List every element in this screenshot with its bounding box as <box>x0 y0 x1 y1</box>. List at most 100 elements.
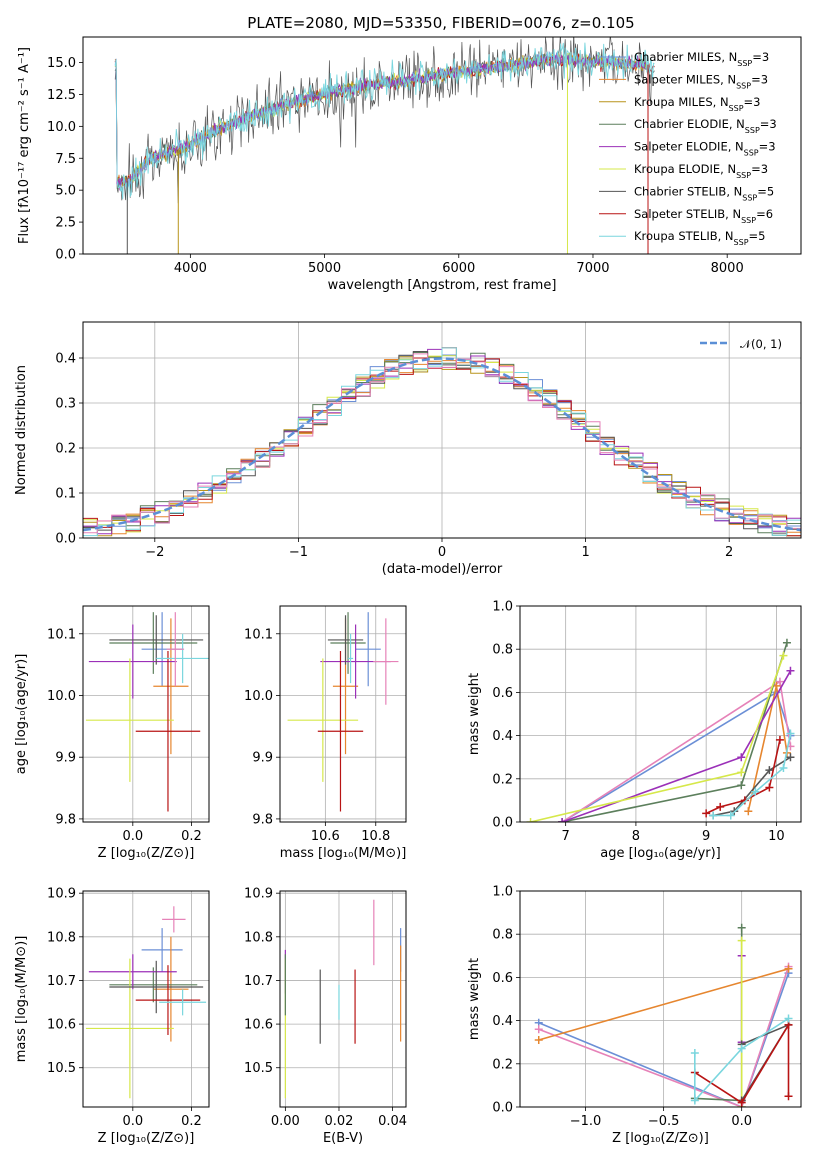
x-tick-label: 10.8 <box>361 829 390 844</box>
y-tick-label: 2.5 <box>55 216 76 231</box>
y-tick-label: 0.2 <box>492 1057 513 1072</box>
y-tick-label: 10.0 <box>47 120 76 135</box>
plus-marker <box>534 1025 543 1034</box>
residual-legend: 𝒩(0, 1) <box>700 337 782 351</box>
axes-frame <box>82 890 210 1108</box>
x-axis-label: wavelength [Angstrom, rest frame] <box>328 278 557 293</box>
x-tick-label: 8000 <box>711 261 744 276</box>
y-tick-label: 9.8 <box>55 812 76 827</box>
legend-label: Kroupa STELIB, NSSP=5 <box>634 229 765 247</box>
plus-marker <box>751 787 760 796</box>
errorbar-point <box>135 651 201 812</box>
y-tick-label: 10.9 <box>47 887 76 902</box>
axes-mass_weight_vs_age: 7 8 9 10 0.0 0.2 0.4 0.6 0.8 1.0 age [log₁₀(age/yr… <box>467 600 802 861</box>
plus-marker <box>784 1092 793 1101</box>
y-tick-label: 1.0 <box>492 885 513 900</box>
plus-marker <box>784 1014 793 1023</box>
axes-frame <box>279 890 407 1108</box>
plus-marker <box>782 638 791 647</box>
errorbar-point <box>88 954 177 990</box>
y-tick-label: 0.4 <box>55 352 76 367</box>
y-tick-label: 0.0 <box>492 1101 513 1116</box>
x-tick-label: 0.04 <box>378 1114 407 1129</box>
y-tick-label: 10.5 <box>244 1061 273 1076</box>
legend-label: Salpeter STELIB, NSSP=6 <box>634 207 773 225</box>
x-tick-label: −2 <box>145 545 164 560</box>
y-axis-label: Flux [fλ10⁻¹⁷ erg cm⁻² s⁻¹ A⁻¹] <box>17 47 32 244</box>
plus-marker <box>737 768 746 777</box>
errorbar-point <box>355 612 381 687</box>
plus-marker <box>526 818 535 822</box>
plus-marker <box>786 666 795 675</box>
y-tick-label: 0.8 <box>492 928 513 943</box>
plus-marker <box>784 964 793 973</box>
x-tick-label: 8 <box>632 829 640 844</box>
y-tick-label: 0.2 <box>492 772 513 787</box>
y-axis-label: mass weight <box>467 958 482 1040</box>
errorbar-point <box>141 928 183 972</box>
x-tick-label: 9 <box>702 829 710 844</box>
errorbar-point <box>153 936 189 1042</box>
plus-marker <box>737 753 746 762</box>
y-tick-label: 10.8 <box>244 930 273 945</box>
errorbar-point <box>287 658 359 782</box>
errorbar-point <box>88 624 177 699</box>
legend-label: Kroupa MILES, NSSP=3 <box>634 95 760 113</box>
x-tick-label: 0.0 <box>122 829 143 844</box>
plus-marker <box>558 818 567 822</box>
errorbar-point <box>85 658 174 782</box>
plus-marker <box>716 802 725 811</box>
errorbar-point <box>109 967 198 1003</box>
plot-area <box>526 638 795 822</box>
legend-label: Salpeter MILES, NSSP=3 <box>634 72 768 90</box>
x-tick-label: 0.0 <box>122 1114 143 1129</box>
errorbar-point <box>330 612 366 674</box>
x-tick-label: 0.0 <box>731 1114 752 1129</box>
plus-marker <box>779 651 788 660</box>
y-axis-label: Normed distribution <box>14 365 29 495</box>
y-tick-label: 10.0 <box>47 689 76 704</box>
y-tick-label: 9.8 <box>252 812 273 827</box>
y-tick-label: 0.8 <box>492 643 513 658</box>
y-tick-label: 10.1 <box>47 627 76 642</box>
legend-label: Salpeter ELODIE, NSSP=3 <box>634 140 776 158</box>
x-tick-label: 2 <box>725 545 733 560</box>
plot-area <box>83 347 801 537</box>
mass-weight-line <box>705 739 781 815</box>
gaussian-curve <box>83 357 801 532</box>
x-tick-label: 7 <box>562 829 570 844</box>
x-tick-label: 0.2 <box>181 829 202 844</box>
y-tick-label: 0.6 <box>492 686 513 701</box>
x-axis-label: (data-model)/error <box>382 562 503 577</box>
plus-marker <box>779 764 788 772</box>
x-tick-label: 10.6 <box>311 829 340 844</box>
mass-weight-line <box>538 972 790 1107</box>
plus-marker <box>737 923 746 932</box>
x-tick-label: −1 <box>289 545 308 560</box>
y-tick-label: 12.5 <box>47 88 76 103</box>
x-axis-label: Z [log₁₀(Z/Z⊙)] <box>98 1131 195 1146</box>
y-tick-label: 10.9 <box>244 887 273 902</box>
plus-marker <box>737 936 746 945</box>
y-tick-label: 9.9 <box>252 751 273 766</box>
plot-area <box>287 612 399 812</box>
x-axis-label: mass [log₁₀(M/M⊙)] <box>280 846 407 861</box>
y-tick-label: 9.9 <box>55 751 76 766</box>
plus-marker <box>737 1098 746 1107</box>
x-tick-label: 0.2 <box>181 1114 202 1129</box>
plus-marker <box>709 811 718 820</box>
plus-marker <box>737 781 746 790</box>
y-tick-label: 10.1 <box>244 627 273 642</box>
axes-age_vs_mass: 10.6 10.8 9.8 9.9 10.0 10.1 mass [log₁₀(M/M⊙)] <box>244 605 407 861</box>
legend-label: Kroupa ELODIE, NSSP=3 <box>634 162 768 180</box>
plot-area <box>534 923 793 1107</box>
y-tick-label: 0.4 <box>492 729 513 744</box>
y-tick-label: 0.1 <box>55 487 76 502</box>
axes-frame <box>82 36 802 255</box>
mass-weight-line <box>538 966 790 1107</box>
errorbar-point <box>166 612 185 687</box>
y-tick-label: 15.0 <box>47 56 76 71</box>
plot-area <box>114 37 655 254</box>
x-tick-label: 10 <box>768 829 785 844</box>
